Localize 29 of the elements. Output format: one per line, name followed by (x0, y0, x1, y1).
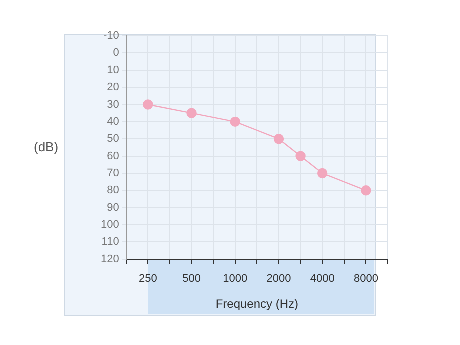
y-tick-label: 40 (107, 116, 120, 128)
y-tick-label: 60 (107, 150, 120, 162)
point (143, 100, 154, 110)
x-tick-label: 8000 (354, 273, 378, 286)
point (186, 108, 197, 118)
point (361, 186, 372, 196)
y-tick-label: 80 (107, 184, 120, 197)
x-tick-label: 4000 (310, 273, 335, 286)
y-tick-label: 90 (107, 202, 120, 214)
point (317, 168, 328, 179)
x-tick-label: 1000 (223, 273, 248, 286)
y-tick-label: 70 (107, 168, 120, 180)
x-axis-title: Frequency (Hz) (216, 297, 299, 312)
x-tick-label: 250 (138, 273, 158, 286)
y-tick-label: 120 (100, 253, 120, 266)
y-tick-label: 100 (100, 219, 120, 232)
y-tick-label: 20 (107, 82, 120, 94)
y-tick-label: 10 (107, 64, 120, 76)
point (274, 134, 284, 144)
x-tick-label: 500 (182, 273, 201, 286)
y-tick-label: 50 (107, 133, 120, 146)
y-tick-label: 0 (113, 47, 120, 60)
y-tick-label: -10 (103, 30, 120, 42)
x-tick-label: 2000 (266, 273, 292, 286)
y-tick-label: 30 (107, 98, 120, 111)
point (230, 116, 240, 128)
y-tick-label: 110 (102, 236, 120, 248)
point (296, 151, 306, 162)
y-axis-title: (dB) (34, 139, 59, 154)
